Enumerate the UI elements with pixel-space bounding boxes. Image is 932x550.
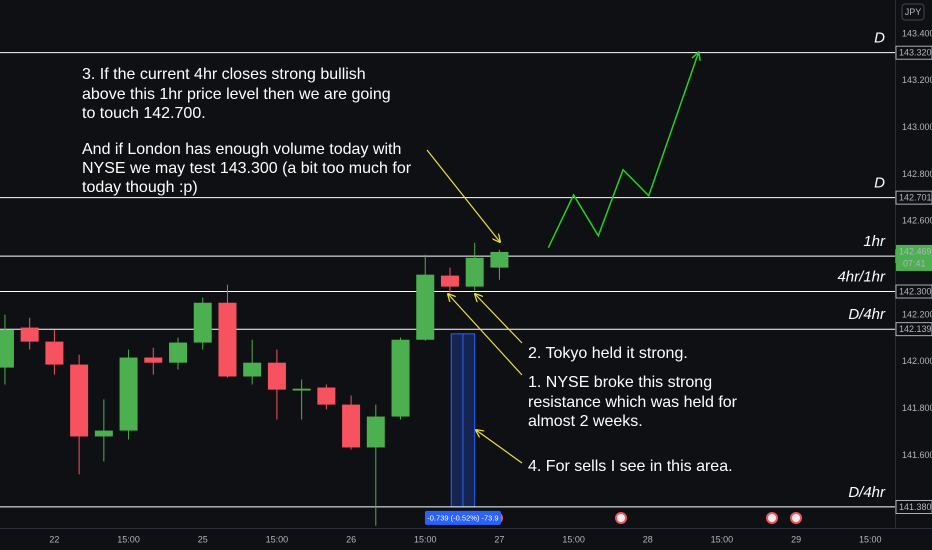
level-price-box (895, 190, 932, 205)
arrow (476, 430, 523, 464)
measure-label: -0.739 (-0.52%) -73.9 (427, 513, 498, 522)
currency-box (901, 3, 925, 21)
candle-body (292, 388, 311, 391)
candle-body (342, 404, 361, 448)
x-tick-label: 25 (198, 534, 208, 544)
candle-body (20, 327, 39, 342)
annotation-line: almost 2 weeks. (528, 413, 643, 430)
x-tick-label: 27 (494, 534, 504, 544)
currency: JPY (905, 7, 922, 17)
level-price-box (895, 45, 932, 60)
level-tag: 1hr (863, 233, 886, 250)
y-tick-label: 141.800 (902, 403, 932, 413)
level-tag: D (874, 30, 885, 47)
x-tick-label: 28 (643, 534, 653, 544)
level-price-box (895, 500, 932, 514)
x-tick-label: 29 (791, 534, 801, 544)
event-icons (491, 512, 802, 524)
candle-body (94, 430, 113, 437)
event-icon (615, 512, 627, 524)
y-tick-label: 142.800 (902, 169, 932, 179)
candle-body (169, 342, 188, 363)
candle-body (119, 357, 138, 431)
level-price: 142.300 (899, 286, 932, 296)
annotation-line: NYSE we may test 143.300 (a bit too much… (82, 160, 412, 177)
annotation-line: 1. NYSE broke this strong (528, 374, 712, 391)
x-tick-label: 15:00 (266, 534, 289, 544)
level-tag: D/4hr (848, 484, 886, 501)
level-price: 142.139 (899, 324, 932, 334)
event-icon (790, 512, 802, 524)
x-tick-label: 15:00 (117, 534, 140, 544)
y-tick-label: 143.000 (902, 122, 932, 132)
annotation-line: 3. If the current 4hr closes strong bull… (82, 66, 366, 83)
candle-body (317, 387, 336, 405)
x-tick-label: 15:00 (562, 534, 585, 544)
candle-body (0, 329, 14, 368)
level-tag: 4hr/1hr (837, 268, 886, 285)
x-tick-label: 22 (49, 534, 59, 544)
y-tick-label: 142.200 (902, 309, 932, 319)
x-tick-label: 15:00 (414, 534, 437, 544)
candle-body (267, 362, 286, 390)
x-tick-label: 15:00 (711, 534, 734, 544)
candle-body (465, 257, 484, 287)
candle-body (144, 357, 163, 363)
candle-body (45, 341, 64, 365)
candle-body (193, 302, 212, 343)
annotation-line: resistance which was held for (528, 394, 738, 411)
projection-arrowhead (691, 50, 701, 61)
annotation-line: to touch 142.700. (82, 105, 206, 122)
projection-line (547, 51, 700, 249)
level-tag: D (874, 175, 885, 192)
level-tag: D/4hr (848, 306, 886, 323)
candle-body (440, 275, 459, 287)
candle-body (218, 302, 237, 377)
candle-body (490, 251, 509, 268)
last-price-box (896, 244, 932, 271)
x-tick-label: 15:00 (859, 534, 882, 544)
event-icon (766, 512, 778, 524)
arrow (426, 149, 500, 242)
countdown: 07:41 (903, 258, 926, 268)
x-tick-label: 26 (346, 534, 356, 544)
last-price: 142.469 (899, 246, 932, 256)
y-tick-label: 141.600 (902, 450, 932, 460)
annotation-line: 4. For sells I see in this area. (528, 458, 733, 475)
candle-body (70, 364, 89, 437)
annotation-line: And if London has enough volume today wi… (82, 141, 401, 158)
arrow (448, 294, 523, 376)
arrow (475, 294, 523, 344)
candle-body (366, 416, 385, 448)
annotation-line: today though :p) (82, 179, 198, 196)
y-tick-label: 143.200 (902, 75, 932, 85)
candle-body (243, 362, 262, 377)
candle-body (416, 274, 435, 340)
annotation-line: above this 1hr price level then we are g… (82, 86, 391, 103)
level-price: 141.380 (899, 502, 932, 512)
level-price-box (895, 284, 932, 299)
arrows (426, 149, 523, 464)
measure-pill (424, 510, 501, 525)
level-price: 142.701 (899, 192, 932, 202)
y-tick-label: 142.000 (902, 356, 932, 366)
y-tick-label: 143.400 (902, 28, 932, 38)
candle-body (391, 339, 410, 417)
level-price: 143.320 (899, 48, 932, 58)
annotation-line: 2. Tokyo held it strong. (528, 345, 688, 362)
y-tick-label: 142.600 (902, 216, 932, 226)
level-price-box (895, 322, 932, 337)
